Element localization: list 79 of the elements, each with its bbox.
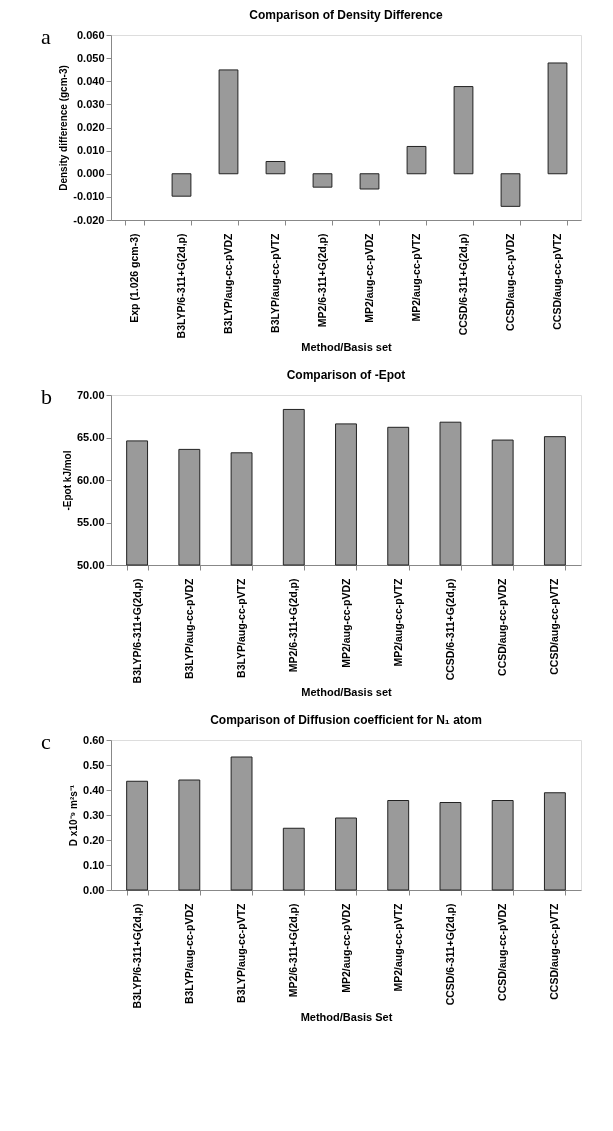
x-tick-label: MP2/aug-cc-pVDZ	[339, 902, 352, 993]
y-tick-label: 0.60	[83, 733, 105, 746]
y-axis-title: -Epot kJ/mol	[61, 450, 73, 511]
bar	[453, 86, 474, 175]
x-tick-label: B3LYP/6-311+G(2d,p)	[175, 233, 187, 339]
x-axis-title: Method/Basis set	[301, 686, 393, 699]
bar	[439, 802, 462, 891]
y-tick-label: 50.00	[76, 558, 105, 571]
x-tick-label: MP2/aug-cc-pVTZ	[391, 577, 404, 667]
bar	[178, 779, 201, 891]
bar	[406, 145, 427, 175]
x-tick-label: MP2/aug-cc-pVTZ	[391, 902, 404, 992]
y-tick-label: 55.00	[76, 516, 105, 528]
x-tick-label: CCSD/6-311+G(2d,p)	[443, 903, 456, 1006]
y-tick-label: 0.010	[76, 144, 105, 157]
x-tick-label: MP2/aug-cc-pVDZ	[339, 577, 352, 668]
x-tick-label: CCSD/aug-cc-pVDZ	[496, 902, 509, 1001]
x-tick-label: MP2/6-311+G(2d,p)	[287, 578, 300, 673]
chart-title: Comparison of Diffusion coefficient for N₁ atom	[210, 713, 482, 727]
y-tick-label: 0.40	[83, 783, 105, 796]
bar	[491, 800, 514, 891]
chart-title: Comparison of Density Difference	[249, 8, 444, 22]
x-tick-label: CCSD/aug-cc-pVDZ	[504, 232, 516, 331]
y-tick-label: 0.50	[83, 758, 105, 771]
bar	[359, 173, 380, 190]
bar	[126, 780, 149, 891]
x-tick-label: B3LYP/aug-cc-pVTZ	[269, 232, 281, 333]
y-tick-label: 70.00	[76, 388, 105, 401]
x-tick-label: B3LYP/aug-cc-pVDZ	[182, 577, 195, 680]
x-tick-label: CCSD/6-311+G(2d,p)	[443, 578, 456, 681]
x-tick-label: B3LYP/aug-cc-pVDZ	[222, 232, 234, 335]
y-tick-label: 0.20	[83, 833, 105, 846]
bar	[547, 62, 568, 175]
x-tick-label: Exp (1.026 gcm-3)	[128, 233, 140, 323]
y-tick-label: 0.30	[83, 808, 105, 821]
x-tick-label: CCSD/aug-cc-pVTZ	[551, 232, 563, 330]
text: a	[41, 24, 51, 49]
x-tick-label: CCSD/aug-cc-pVTZ	[548, 902, 561, 1000]
x-axis-title: Method/Basis Set	[300, 1011, 393, 1024]
x-tick-label: B3LYP/aug-cc-pVTZ	[235, 902, 248, 1003]
y-tick-label: 0.000	[76, 167, 105, 180]
x-tick-label: CCSD/aug-cc-pVTZ	[548, 577, 561, 675]
bar	[543, 792, 566, 891]
y-tick-label: 65.00	[76, 431, 105, 443]
y-tick-label: 0.040	[76, 74, 105, 87]
y-tick-label: 0.020	[76, 121, 105, 133]
y-axis-title: Density difference (gcm-3)	[58, 65, 70, 191]
x-axis-title: Method/Basis set	[301, 341, 393, 354]
bar	[335, 817, 357, 891]
x-tick-label: B3LYP/aug-cc-pVDZ	[182, 902, 195, 1005]
bar	[218, 69, 239, 175]
x-tick-label: B3LYP/aug-cc-pVTZ	[235, 577, 248, 678]
y-tick-label: 0.00	[83, 883, 105, 896]
y-tick-label: -0.010	[73, 190, 105, 203]
bar	[171, 173, 192, 197]
bar	[230, 756, 253, 891]
x-tick-label: MP2/6-311+G(2d,p)	[287, 903, 300, 998]
y-tick-label: 0.050	[76, 51, 105, 64]
bar	[265, 160, 286, 175]
x-tick-label: CCSD/6-311+G(2d,p)	[457, 233, 469, 336]
y-tick-label: 60.00	[76, 473, 105, 486]
bar	[282, 827, 305, 891]
bar	[387, 800, 410, 891]
x-tick-label: MP2/aug-cc-pVTZ	[410, 232, 422, 322]
y-tick-label: -0.020	[73, 213, 105, 226]
x-tick-label: MP2/6-311+G(2d,p)	[316, 233, 328, 328]
x-tick-label: B3LYP/6-311+G(2d,p)	[130, 578, 143, 684]
x-tick-label: B3LYP/6-311+G(2d,p)	[130, 903, 143, 1009]
x-tick-label: MP2/aug-cc-pVDZ	[363, 232, 375, 323]
bar	[500, 173, 521, 207]
text: c	[41, 729, 51, 754]
y-tick-label: 0.060	[76, 28, 105, 41]
y-axis-title: D x10⁻⁹ m²s⁻¹	[68, 784, 80, 847]
chart-title: Comparison of -Epot	[286, 368, 406, 382]
text: b	[41, 384, 52, 409]
y-tick-label: 0.10	[83, 858, 105, 871]
bar	[312, 173, 333, 188]
x-tick-label: CCSD/aug-cc-pVDZ	[496, 577, 509, 676]
y-tick-label: 0.030	[76, 97, 105, 110]
